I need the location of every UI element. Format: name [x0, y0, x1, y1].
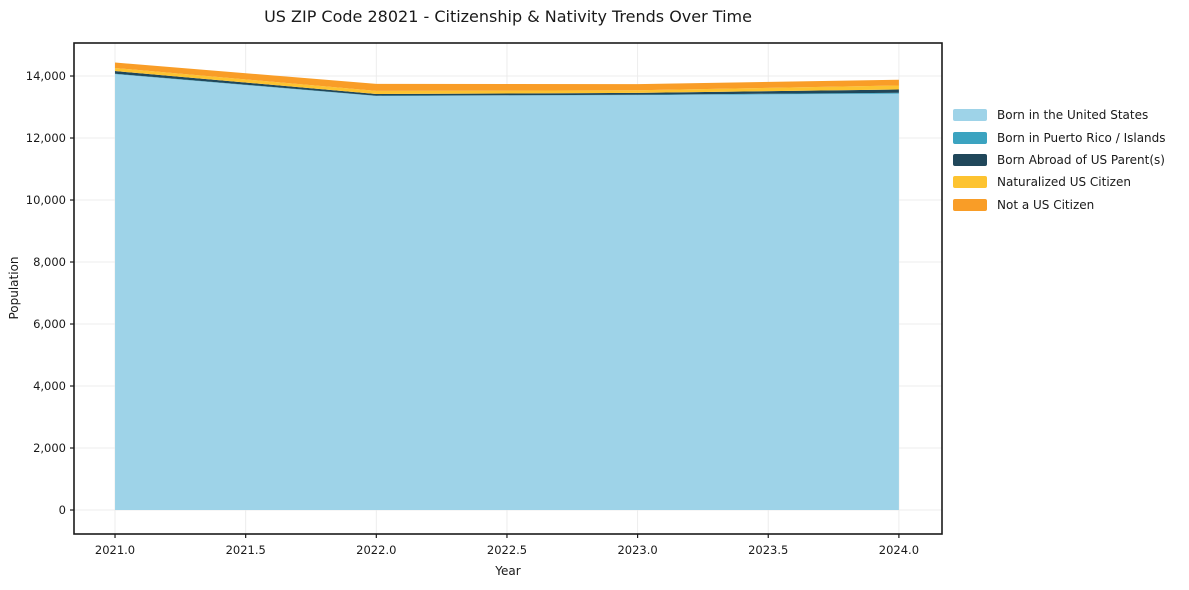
legend-swatch	[953, 176, 987, 189]
legend-swatch	[953, 109, 987, 122]
legend-swatch	[953, 198, 987, 211]
x-axis-label: Year	[495, 564, 521, 578]
legend: Born in the United States Born in Puerto …	[953, 104, 1166, 216]
x-tick-label: 2023.0	[617, 543, 657, 557]
legend-item-born-in-puerto-rico-islands: Born in Puerto Rico / Islands	[953, 126, 1166, 148]
y-tick-label: 2,000	[33, 441, 66, 455]
area-born-abroad-of-us-parent-s	[115, 71, 899, 96]
y-tick-label: 0	[59, 503, 66, 517]
y-tick-label: 4,000	[33, 379, 66, 393]
x-tick-label: 2023.5	[748, 543, 788, 557]
area-naturalized-us-citizen	[115, 67, 899, 94]
area-not-a-us-citizen	[115, 62, 899, 91]
legend-label: Born in Puerto Rico / Islands	[997, 130, 1166, 145]
chart-title: US ZIP Code 28021 - Citizenship & Nativi…	[264, 7, 752, 26]
x-tick-label: 2024.0	[879, 543, 919, 557]
y-tick-label: 6,000	[33, 317, 66, 331]
area-born-in-puerto-rico-islands	[115, 73, 899, 97]
legend-item-born-abroad-of-us-parent-s: Born Abroad of US Parent(s)	[953, 149, 1166, 171]
stacked-areas	[115, 62, 899, 511]
y-axis-label: Population	[7, 256, 21, 320]
x-tick-label: 2021.0	[95, 543, 135, 557]
tick-marks	[70, 75, 900, 538]
legend-swatch	[953, 153, 987, 166]
tick-labels: 2021.0 2021.5 2022.0 2022.5 2023.0 2023.5 2024…	[26, 69, 919, 557]
x-tick-label: 2022.5	[487, 543, 527, 557]
legend-label: Naturalized US Citizen	[997, 175, 1131, 190]
legend-label: Not a US Citizen	[997, 197, 1095, 212]
x-tick-label: 2021.5	[226, 543, 266, 557]
y-tick-label: 12,000	[26, 131, 66, 145]
legend-item-naturalized-us-citizen: Naturalized US Citizen	[953, 171, 1166, 193]
legend-swatch	[953, 131, 987, 144]
y-tick-label: 14,000	[26, 69, 66, 83]
legend-item-born-in-the-united-states: Born in the United States	[953, 104, 1166, 126]
x-tick-label: 2022.0	[356, 543, 396, 557]
legend-label: Born in the United States	[997, 108, 1149, 123]
axes-frame	[73, 42, 943, 535]
y-tick-label: 10,000	[26, 193, 66, 207]
legend-label: Born Abroad of US Parent(s)	[997, 152, 1165, 167]
area-born-in-the-united-states	[115, 74, 899, 511]
y-tick-label: 8,000	[33, 255, 66, 269]
legend-item-not-a-us-citizen: Not a US Citizen	[953, 194, 1166, 216]
